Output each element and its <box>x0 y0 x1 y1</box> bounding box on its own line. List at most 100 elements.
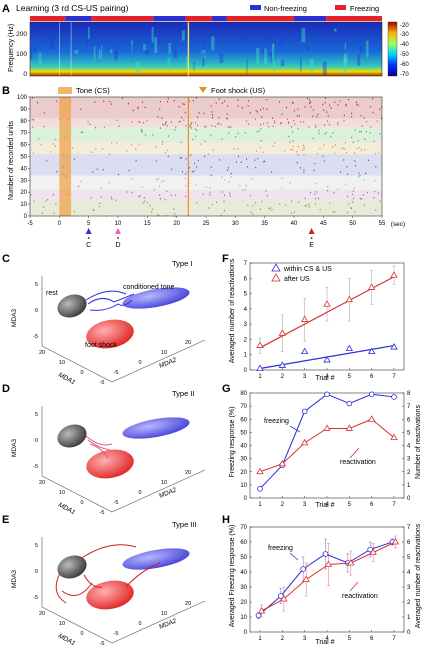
spectrogram-streak <box>327 34 331 44</box>
spectrogram-streak <box>309 58 314 72</box>
spike-tick <box>189 126 191 128</box>
spike-tick <box>303 171 305 174</box>
spike-tick <box>323 109 325 111</box>
data-point-circle <box>346 400 353 407</box>
chart-f-ylabel: Averaged number of reactivations <box>229 258 236 363</box>
spike-tick <box>353 197 355 200</box>
spike-tick <box>354 129 356 131</box>
data-point-triangle <box>323 356 331 363</box>
spike-tick <box>312 109 314 111</box>
spike-tick <box>272 145 274 147</box>
state-segment <box>294 16 327 21</box>
spike-tick <box>195 135 197 138</box>
event-marker-dot <box>87 237 90 239</box>
spike-tick <box>261 116 263 118</box>
spike-tick <box>52 193 54 196</box>
legend-after-marker <box>271 273 281 282</box>
rest-label: rest <box>46 290 58 297</box>
spike-tick <box>381 106 383 109</box>
spike-tick <box>310 106 312 108</box>
spike-tick <box>109 153 111 155</box>
ytick-label: 20 <box>240 470 247 476</box>
spike-tick <box>348 203 350 205</box>
y-tick: -5 <box>114 631 119 637</box>
spike-tick <box>196 202 198 204</box>
raster-xunit: (sec) <box>391 221 405 228</box>
ytick-label: 20 <box>240 600 247 606</box>
spike-tick <box>279 203 281 205</box>
spike-tick <box>55 138 57 141</box>
data-point-triangle <box>390 343 398 350</box>
spike-tick <box>151 208 153 210</box>
spike-tick <box>188 167 190 169</box>
spike-tick <box>265 190 267 192</box>
reactivation-trajectory <box>61 582 93 596</box>
spike-tick <box>325 131 327 134</box>
spike-tick <box>164 199 166 201</box>
raster-xtick: 30 <box>232 221 239 227</box>
spectrogram-streak <box>74 50 79 54</box>
spike-tick <box>191 127 193 129</box>
spike-tick <box>131 191 133 194</box>
spike-tick <box>346 165 348 168</box>
xtick-label: 6 <box>370 636 374 642</box>
spike-tick <box>171 168 173 170</box>
ytick-label: 50 <box>240 430 247 436</box>
spike-tick <box>139 121 141 124</box>
panel-c-type: Type I <box>172 259 192 268</box>
spike-tick <box>356 147 358 150</box>
legend-non-freezing-label: Non-freezing <box>264 4 307 13</box>
spectrogram-streak <box>366 40 369 58</box>
spike-tick <box>281 187 283 190</box>
spike-tick <box>352 190 354 192</box>
spike-tick <box>327 115 329 117</box>
data-point-circle <box>257 486 263 492</box>
spike-tick <box>116 119 118 121</box>
spike-tick <box>180 141 182 144</box>
spike-tick <box>344 142 346 144</box>
raster-ylabel: Number of recorded units <box>8 121 15 200</box>
spike-tick <box>189 124 191 127</box>
spike-tick <box>218 122 220 125</box>
reactivation-trajectory <box>85 435 113 446</box>
spike-tick <box>348 98 350 101</box>
spike-tick <box>100 187 102 189</box>
spike-tick <box>32 152 34 154</box>
x-tick: 10 <box>59 621 65 627</box>
type-two-state-space: 5 0 -5 MDA3 20 10 0 -5 MDA1 -5 0 10 20 MDA2 <box>11 406 206 516</box>
reactivation-trajectory <box>89 443 109 459</box>
spike-tick <box>151 211 153 213</box>
ytick-label: 1 <box>407 483 411 489</box>
spike-tick <box>110 196 112 198</box>
spectrogram-streak <box>300 57 302 72</box>
spike-tick <box>210 174 212 177</box>
data-point-triangle <box>300 438 309 446</box>
spike-tick <box>128 169 130 172</box>
spike-tick <box>292 149 294 151</box>
spike-tick <box>372 111 374 114</box>
spike-tick <box>261 200 263 203</box>
spike-tick <box>370 106 372 108</box>
spike-tick <box>179 157 181 159</box>
spike-tick <box>374 190 376 193</box>
y-axis-label: MDA2 <box>158 356 178 369</box>
spike-tick <box>45 200 47 202</box>
spectrogram-streak <box>202 52 205 67</box>
spike-tick <box>332 211 334 213</box>
y-tick: 0 <box>138 621 141 627</box>
spike-tick <box>373 140 375 143</box>
z-tick: -5 <box>33 464 38 470</box>
spike-tick <box>375 166 377 168</box>
raster-xtick: 15 <box>144 221 151 227</box>
ytick-label: 10 <box>240 483 247 489</box>
spike-tick <box>40 144 42 146</box>
state-segment <box>65 16 92 21</box>
spike-tick <box>327 120 329 122</box>
spike-tick <box>31 118 33 121</box>
spectrogram-streak <box>245 29 248 41</box>
spectrogram-streak <box>342 31 346 37</box>
spectrogram-streak <box>33 46 38 53</box>
spike-tick <box>330 107 332 109</box>
ytick-label: 7 <box>244 261 248 267</box>
